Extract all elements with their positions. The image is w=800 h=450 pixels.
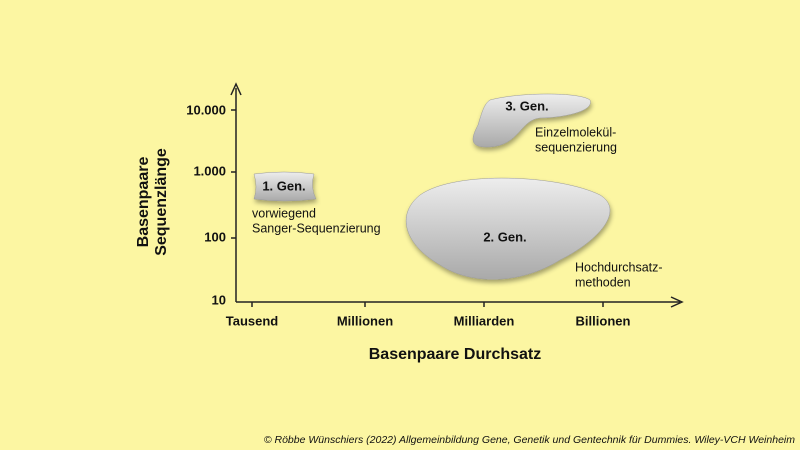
y-tick-label: 1.000 [193, 163, 226, 178]
region-description: Einzelmolekül- [535, 125, 616, 139]
x-axis-title: Basenpaare Durchsatz [369, 346, 542, 363]
footer: © Röbbe Wünschiers (2022) Allgemeinbildu… [264, 434, 795, 446]
y-axis-title: Basenpaare Sequenzlänge [135, 148, 170, 256]
region-shape [253, 171, 317, 202]
region-label: 2. Gen. [483, 229, 526, 244]
y-tick-label: 100 [204, 229, 226, 244]
region-description: methoden [575, 275, 631, 289]
region-shape [472, 93, 591, 148]
region-shape [405, 177, 611, 280]
region-description: Hochdurchsatz- [575, 260, 663, 274]
x-tick-label: Millionen [337, 313, 393, 328]
region-description: sequenzierung [535, 140, 617, 154]
region-description: vorwiegend [252, 206, 316, 220]
x-tick-label: Tausend [226, 313, 279, 328]
region-description: Sanger-Sequenzierung [252, 221, 381, 235]
axes [230, 82, 684, 308]
x-tick-label: Milliarden [454, 313, 515, 328]
y-axis-title-line: Basenpaare [135, 157, 152, 248]
region-label: 1. Gen. [262, 178, 305, 193]
x-tick-label: Billionen [576, 313, 631, 328]
y-tick-label: 10.000 [186, 102, 226, 117]
y-axis-title-line: Sequenzlänge [153, 148, 170, 256]
y-tick-label: 10 [212, 292, 226, 307]
region-label: 3. Gen. [505, 98, 548, 113]
